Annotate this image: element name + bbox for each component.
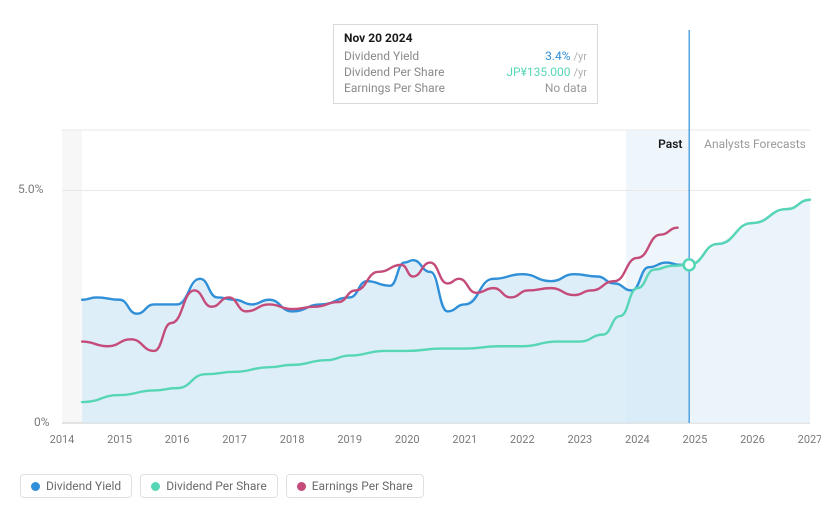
x-tick: 2017 bbox=[222, 433, 247, 446]
x-tick: 2019 bbox=[337, 433, 362, 446]
x-tick: 2016 bbox=[165, 433, 190, 446]
y-axis-label-0: 0% bbox=[34, 415, 50, 429]
forecast-label: Analysts Forecasts bbox=[695, 134, 815, 154]
legend-dot bbox=[297, 482, 306, 491]
legend-label: Dividend Per Share bbox=[166, 479, 267, 493]
tooltip-row: Dividend Yield 3.4%/yr bbox=[344, 49, 587, 63]
legend-dot bbox=[151, 482, 160, 491]
tooltip-row-label: Dividend Per Share bbox=[344, 65, 445, 79]
legend-dot bbox=[31, 482, 40, 491]
x-tick: 2024 bbox=[625, 433, 650, 446]
legend-label: Dividend Yield bbox=[46, 479, 121, 493]
x-tick: 2015 bbox=[107, 433, 132, 446]
tooltip-row-label: Dividend Yield bbox=[344, 49, 419, 63]
chart-legend: Dividend Yield Dividend Per Share Earnings… bbox=[20, 474, 424, 498]
tooltip-row-value: 3.4%/yr bbox=[545, 49, 587, 63]
x-tick: 2026 bbox=[740, 433, 765, 446]
tooltip-row-value: No data bbox=[545, 81, 587, 95]
dividend-chart: 5.0% 0% 2014 2015 2016 2017 2018 2019 2020 2021… bbox=[0, 0, 821, 508]
tooltip-date: Nov 20 2024 bbox=[344, 31, 587, 45]
legend-item[interactable]: Dividend Yield bbox=[20, 474, 132, 498]
x-tick: 2027 bbox=[798, 433, 821, 446]
x-tick: 2020 bbox=[395, 433, 420, 446]
tooltip-row-label: Earnings Per Share bbox=[344, 81, 445, 95]
tooltip-row: Dividend Per Share JP¥135.000/yr bbox=[344, 65, 587, 79]
tooltip-row: Earnings Per Share No data bbox=[344, 81, 587, 95]
tooltip-row-value: JP¥135.000/yr bbox=[506, 65, 587, 79]
x-tick: 2014 bbox=[50, 433, 75, 446]
x-tick: 2022 bbox=[510, 433, 535, 446]
chart-tooltip: Nov 20 2024 Dividend Yield3.4%/yrDividen… bbox=[333, 24, 598, 104]
legend-label: Earnings Per Share bbox=[312, 479, 413, 493]
y-axis-label-5: 5.0% bbox=[18, 182, 43, 196]
x-tick: 2018 bbox=[280, 433, 305, 446]
x-tick: 2023 bbox=[567, 433, 592, 446]
legend-item[interactable]: Dividend Per Share bbox=[140, 474, 278, 498]
past-label: Past bbox=[649, 134, 691, 154]
x-tick: 2025 bbox=[683, 433, 708, 446]
legend-item[interactable]: Earnings Per Share bbox=[286, 474, 424, 498]
x-tick: 2021 bbox=[452, 433, 477, 446]
